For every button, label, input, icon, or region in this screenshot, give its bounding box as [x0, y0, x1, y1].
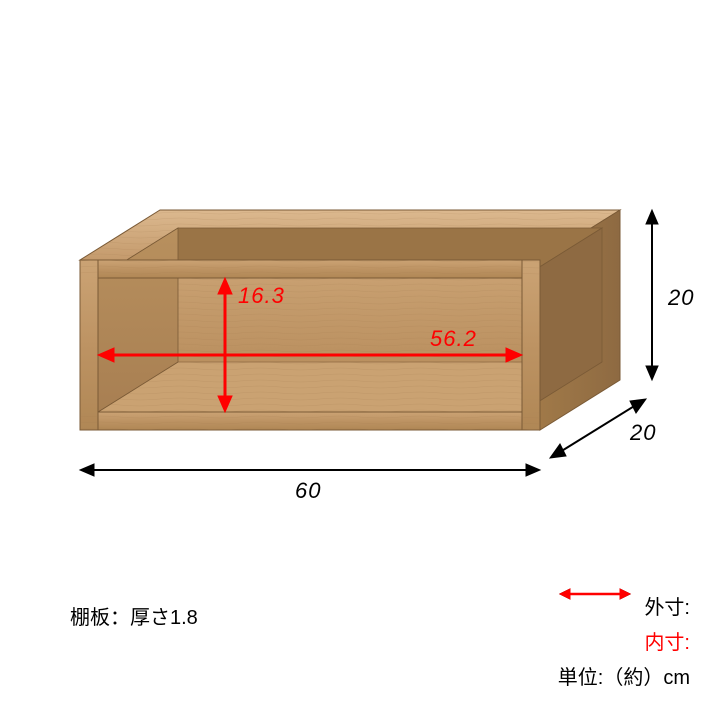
- label-outer-height: 20: [668, 285, 694, 311]
- dim-outer-height: [646, 210, 658, 380]
- label-inner-width: 56.2: [430, 326, 477, 352]
- legend-unit-row: 単位:（約）cm: [558, 661, 690, 690]
- legend: 外寸: 内寸: 単位:（約）cm: [558, 585, 690, 690]
- legend-outer-label: 外寸:: [632, 591, 690, 620]
- thickness-note: 棚板：厚さ1.8: [70, 601, 198, 630]
- label-inner-height: 16.3: [238, 283, 285, 309]
- legend-unit-label: 単位:（約）cm: [558, 661, 690, 690]
- legend-inner-row: 内寸:: [558, 626, 690, 655]
- legend-inner-label: 内寸:: [632, 626, 690, 655]
- label-outer-width: 60: [295, 478, 321, 504]
- dim-outer-width: [80, 464, 540, 476]
- legend-inner-arrow-icon: [558, 585, 632, 603]
- label-outer-depth: 20: [630, 420, 656, 446]
